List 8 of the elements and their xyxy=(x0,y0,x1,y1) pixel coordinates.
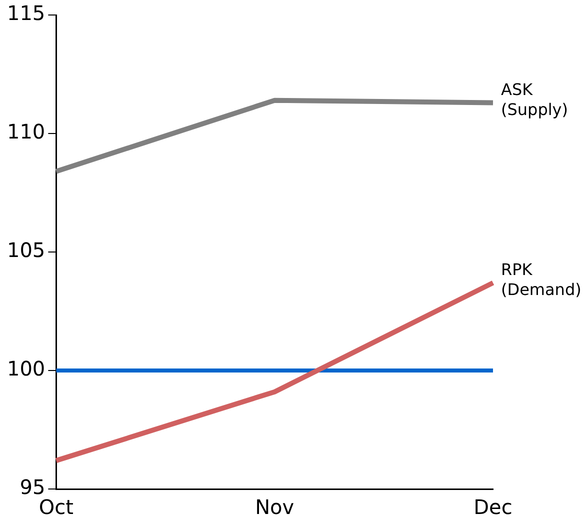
x-tick-label: Nov xyxy=(255,495,294,520)
y-tick-label: 105 xyxy=(6,238,46,262)
y-tick-label: 115 xyxy=(6,1,46,26)
series-label: RPK (Demand) xyxy=(501,260,582,299)
y-tick-label: 110 xyxy=(6,120,46,144)
x-tick-label: Dec xyxy=(474,495,512,520)
series-label: ASK (Supply) xyxy=(501,80,568,119)
y-tick-label: 100 xyxy=(6,356,46,381)
